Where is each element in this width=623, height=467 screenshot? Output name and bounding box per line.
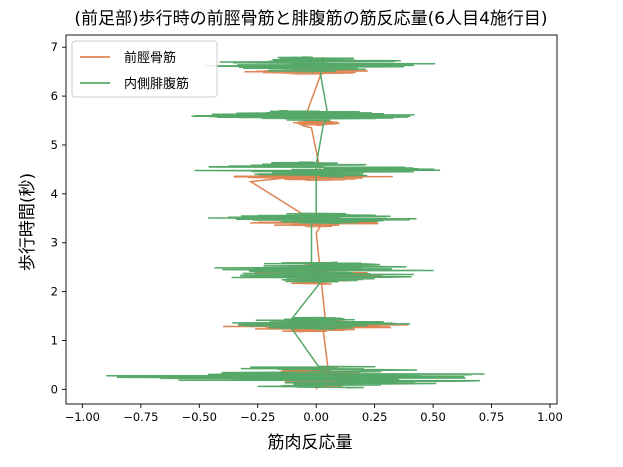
series-2 — [106, 56, 485, 389]
y-tick-label: 3 — [51, 236, 58, 250]
legend-label-2: 内側腓腹筋 — [124, 76, 189, 92]
chart-title: (前足部)歩行時の前脛骨筋と腓腹筋の筋反応量(6人目4施行目) — [74, 9, 547, 29]
y-tick-label: 6 — [51, 89, 58, 103]
series-1-burst-6 — [292, 119, 340, 127]
y-axis-label: 歩行時間(秒) — [18, 173, 38, 271]
series-1-line — [248, 56, 329, 390]
x-tick-label: 0.00 — [303, 410, 329, 424]
series-2-burst-1 — [106, 365, 485, 389]
axes: −1.00 −0.75 −0.50 −0.25 0.00 0.25 0.50 0.75 1.00… — [51, 34, 563, 424]
x-axis-label: 筋肉反応量 — [268, 433, 353, 453]
series-2-burst-5 — [194, 161, 441, 178]
series-2-burst-6 — [191, 110, 415, 122]
y-tick-label: 2 — [51, 285, 58, 299]
y-tick-label: 5 — [51, 138, 58, 152]
y-tick-label: 1 — [51, 333, 58, 347]
axes-frame — [65, 34, 558, 405]
x-tick-label: 0.25 — [362, 410, 388, 424]
y-tick-label: 0 — [51, 382, 58, 396]
series-2-burst-4 — [208, 212, 417, 224]
plot-area — [106, 56, 485, 390]
series-2-burst-3 — [214, 261, 434, 283]
x-tick-label: −0.25 — [240, 410, 275, 424]
series-2-burst-2 — [232, 316, 411, 330]
y-tick-label: 7 — [51, 40, 58, 54]
series-2-line — [287, 66, 329, 387]
series-2-burst-7 — [204, 56, 436, 73]
x-tick-label: 0.50 — [420, 410, 446, 424]
x-tick-label: −0.50 — [182, 410, 217, 424]
legend-label-1: 前脛骨筋 — [124, 50, 176, 66]
x-tick-label: 0.75 — [479, 410, 505, 424]
x-tick-label: −0.75 — [123, 410, 158, 424]
x-tick-label: −1.00 — [65, 410, 100, 424]
y-tick-label: 4 — [51, 187, 58, 201]
x-tick-label: 1.00 — [537, 410, 563, 424]
